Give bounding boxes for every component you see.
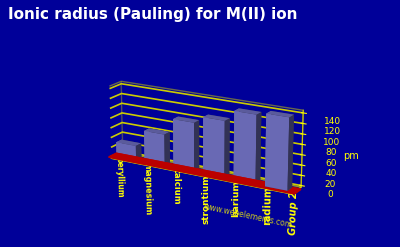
Text: Ionic radius (Pauling) for M(II) ion: Ionic radius (Pauling) for M(II) ion (8, 7, 298, 22)
Text: www.webelements.com: www.webelements.com (203, 202, 293, 229)
